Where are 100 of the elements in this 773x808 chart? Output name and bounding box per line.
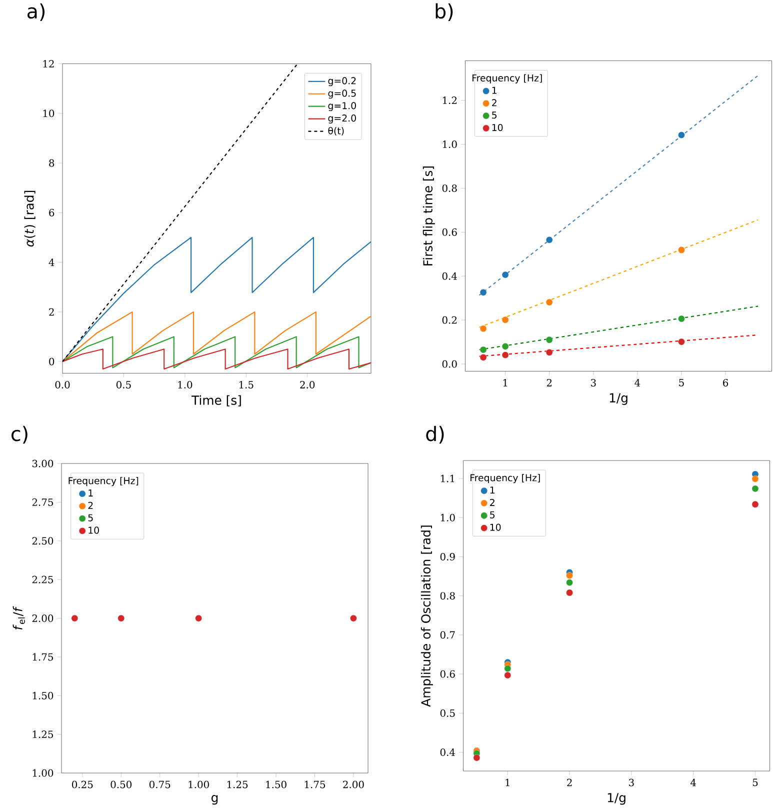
legend-label: 5 <box>88 514 93 522</box>
y-tick-label: 1.1 <box>441 474 454 482</box>
x-tick-label: 4 <box>690 778 696 786</box>
point <box>504 672 512 679</box>
y-tick-label: 0.9 <box>440 552 455 560</box>
y-tick-label: 12 <box>43 60 54 68</box>
y-tick-label: 2 <box>49 308 54 316</box>
y-tick-label: 0.8 <box>442 184 457 192</box>
x-tick-label: 1.25 <box>228 780 248 788</box>
y-tick-label: 0.6 <box>440 670 456 678</box>
y-tick-label: 0.7 <box>440 631 455 639</box>
x-tick-label: 1.50 <box>266 780 287 788</box>
x-tick-label: 3 <box>591 378 596 386</box>
point <box>546 336 553 344</box>
x-tick-label: 1.75 <box>305 780 326 788</box>
legend-title: Frequency [Hz] <box>470 474 540 484</box>
point <box>504 665 512 672</box>
legend-label: g=2.0 <box>328 114 356 124</box>
y-tick-label: 8 <box>49 159 54 167</box>
point <box>480 325 487 332</box>
y-tick-label: 3.00 <box>32 460 54 468</box>
legend-label: 5 <box>490 511 495 518</box>
point <box>546 236 553 244</box>
legend-label: 1 <box>88 490 93 496</box>
point <box>678 315 685 322</box>
y-axis-title: Amplitude of Oscillation [rad] <box>421 526 434 707</box>
y-tick-label: 2.00 <box>32 614 54 622</box>
y-tick-label: 2.25 <box>32 576 54 584</box>
point <box>480 346 487 354</box>
y-tick-label: 1.50 <box>33 692 54 700</box>
legend-label: 1 <box>492 86 497 94</box>
point <box>502 271 509 278</box>
point <box>502 316 509 324</box>
chart-title: a) <box>28 3 45 21</box>
legend-label: 2 <box>490 498 495 506</box>
x-tick-label: 6 <box>723 378 728 386</box>
x-tick-label: 2.0 <box>300 380 315 388</box>
x-tick-label: 1 <box>506 778 510 786</box>
x-tick-label: 1 <box>504 378 508 386</box>
point <box>480 288 487 296</box>
y-tick-label: 2.75 <box>32 498 54 506</box>
point <box>502 352 509 358</box>
y-tick-label: 0.2 <box>442 316 457 324</box>
legend-label: 2 <box>492 99 497 106</box>
x-tick-label: 2.00 <box>343 780 364 788</box>
legend-label: 10 <box>492 124 503 132</box>
point <box>678 338 685 346</box>
point <box>566 589 574 596</box>
y-tick-label: 0.0 <box>442 360 457 368</box>
y-axis-title: First flip time [s] <box>423 166 436 266</box>
legend-label: θ(t) <box>328 126 344 136</box>
x-tick-label: 1.5 <box>240 380 254 388</box>
legend-label: g=0.2 <box>328 77 356 86</box>
legend-label: 1 <box>490 486 495 494</box>
legend-title: Frequency [Hz] <box>68 476 138 486</box>
x-tick-label: 2 <box>547 378 552 386</box>
y-tick-label: 0.4 <box>442 272 458 280</box>
y-axis-title: α(t) [rad] <box>24 190 36 247</box>
point <box>546 298 553 306</box>
x-axis-title: Time [s] <box>192 395 242 406</box>
y-tick-label: 0.5 <box>440 709 455 717</box>
x-tick-label: 1.0 <box>178 380 192 388</box>
y-tick-label: 1.2 <box>443 96 457 104</box>
legend-label: 2 <box>88 502 93 509</box>
y-tick-label: 6 <box>49 208 54 216</box>
chart-title: b) <box>436 3 453 21</box>
y-tick-label: 1.00 <box>33 769 54 777</box>
x-axis-title: 1/g <box>610 393 628 405</box>
y-tick-label: 0.8 <box>440 592 455 600</box>
x-tick-label: 0.25 <box>72 780 93 788</box>
legend-label: 5 <box>492 112 497 119</box>
point <box>502 343 509 350</box>
point <box>566 579 574 586</box>
chart-title: d) <box>426 426 444 444</box>
x-tick-label: 0.5 <box>116 380 131 388</box>
point <box>546 348 553 356</box>
x-tick-label: 5 <box>753 778 758 786</box>
y-tick-label: 2.50 <box>32 537 54 545</box>
point <box>752 476 759 482</box>
y-tick-label: 1.0 <box>441 514 455 522</box>
y-tick-label: 4 <box>48 258 54 266</box>
point <box>752 500 759 508</box>
chart-title: c) <box>12 426 28 444</box>
y-axis-title: f$_{el}$/f <box>12 606 25 630</box>
line-series <box>62 348 372 370</box>
legend-label: g=1.0 <box>328 102 356 112</box>
legend-label: g=0.5 <box>328 90 356 99</box>
y-tick-label: 0 <box>49 358 54 366</box>
x-tick-label: 0.75 <box>150 780 170 788</box>
point <box>566 572 574 579</box>
x-tick-label: 4 <box>634 378 640 386</box>
y-tick-label: 10 <box>43 110 54 118</box>
y-tick-label: 1.25 <box>33 730 54 738</box>
line-series <box>62 336 372 368</box>
point <box>480 354 487 361</box>
x-axis-title: g <box>212 795 218 805</box>
x-tick-label: 0.0 <box>55 380 70 388</box>
y-tick-label: 0.6 <box>442 228 458 236</box>
x-axis-title: 1/g <box>608 793 626 805</box>
x-tick-label: 1.00 <box>188 780 210 788</box>
